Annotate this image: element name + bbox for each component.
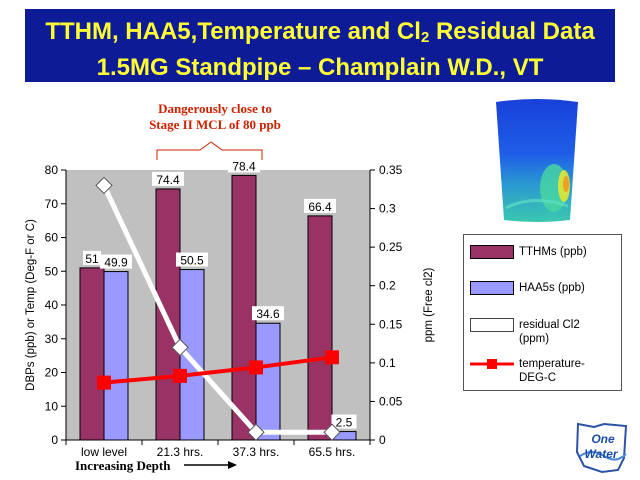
- legend-swatch-residual: [470, 318, 514, 332]
- legend-item-temperature: temperature-DEG-C: [470, 357, 607, 385]
- y-tick-label-right: 0.2: [379, 279, 396, 293]
- svg-text:Water: Water: [584, 447, 618, 461]
- legend: TTHMs (ppb) HAA5s (ppb) residual Cl2 (pp…: [463, 234, 622, 391]
- y-tick-label-left: 10: [45, 399, 59, 413]
- title-line-2: 1.5MG Standpipe – Champlain W.D., VT: [96, 54, 544, 81]
- data-label-bg-haa5: [331, 414, 357, 429]
- data-label-haa5: 50.5: [180, 254, 204, 268]
- data-label-tthm: 51: [85, 252, 99, 266]
- bar-haa5: [103, 271, 129, 441]
- y-tick-label-right: 0.35: [379, 163, 403, 177]
- bar-haa5: [255, 322, 281, 441]
- annotation-bracket: [156, 141, 263, 160]
- standpipe-model-image: [496, 99, 578, 222]
- data-label-tthm: 78.4: [232, 159, 256, 173]
- point-temperature: [249, 360, 263, 375]
- x-tick-label: 21.3 hrs.: [157, 445, 204, 459]
- data-label-bg-tthm: [304, 198, 336, 213]
- chart: 0 10 20 30 40 50 60 70 80 0 0.05 0.1 0.15 0.2 0.25 0.3 0…: [25, 141, 435, 459]
- y-tick-label-left: 60: [45, 231, 59, 245]
- depth-arrow-icon: [184, 461, 237, 469]
- y-tick-label-right: 0.25: [379, 240, 403, 254]
- increasing-depth-label: Increasing Depth: [75, 458, 171, 473]
- data-label-bg-tthm: [152, 171, 184, 186]
- data-label-tthm: 66.4: [308, 200, 332, 214]
- data-label-tthm: 74.4: [156, 173, 180, 187]
- data-label-haa5: 2.5: [336, 416, 353, 430]
- point-temperature: [97, 375, 111, 390]
- y-tick-label-right: 0: [379, 433, 386, 447]
- title-banner: TTHM, HAA5,Temperature and Cl2 Residual …: [25, 9, 615, 82]
- y-tick-label-left: 70: [45, 197, 59, 211]
- x-tick-label: 37.3 hrs.: [233, 445, 280, 459]
- y-axis-title-left: DBPs (ppb) or Temp (Deg-F or C): [25, 219, 37, 391]
- point-residual-cl2: [95, 176, 113, 195]
- svg-text:One: One: [591, 432, 615, 446]
- x-tick-label: low level: [81, 445, 127, 459]
- line-temperature: [103, 355, 333, 385]
- y-tick-label-right: 0.05: [379, 394, 403, 408]
- bar-tthm: [155, 188, 181, 441]
- data-label-bg-tthm: [228, 158, 260, 173]
- y-tick-label-right: 0.15: [379, 317, 403, 331]
- y-tick-label-right: 0.3: [379, 202, 396, 216]
- data-label-bg-haa5: [176, 252, 208, 267]
- y-tick-label-right: 0.1: [379, 356, 396, 370]
- bar-tthm: [307, 215, 333, 441]
- data-label-haa5: 49.9: [104, 256, 128, 270]
- bar-tthm: [79, 267, 105, 441]
- y-tick-label-left: 40: [45, 298, 59, 312]
- data-label-bg-haa5: [100, 254, 132, 269]
- legend-swatch-temperature: [470, 359, 514, 369]
- mcl-annotation: Dangerously close to Stage II MCL of 80 …: [149, 101, 281, 132]
- title-line-1: TTHM, HAA5,Temperature and Cl2 Residual …: [45, 18, 595, 46]
- y-axis-title-right: ppm (Free cl2): [423, 267, 435, 342]
- legend-item-tthm: TTHMs (ppb): [470, 245, 587, 259]
- data-label-bg-haa5: [252, 306, 284, 321]
- y-tick-label-left: 20: [45, 366, 59, 380]
- point-temperature: [173, 368, 187, 383]
- legend-swatch-haa5: [470, 281, 514, 295]
- legend-item-haa5: HAA5s (ppb): [470, 281, 585, 295]
- y-tick-label-left: 0: [51, 433, 58, 447]
- legend-swatch-tthm: [470, 245, 514, 259]
- y-tick-label-left: 50: [45, 264, 59, 278]
- data-label-haa5: 34.6: [256, 307, 280, 321]
- point-residual-cl2: [323, 423, 341, 441]
- point-residual-cl2: [171, 338, 189, 357]
- y-tick-label-left: 30: [45, 332, 59, 346]
- one-water-logo: One Water: [575, 422, 628, 474]
- line-residual-cl2: [101, 184, 332, 435]
- data-label-bg-tthm: [83, 250, 101, 265]
- x-tick-label: 65.5 hrs.: [309, 445, 356, 459]
- legend-item-residual: residual Cl2 (ppm): [470, 318, 607, 346]
- point-residual-cl2: [247, 423, 265, 441]
- point-temperature: [325, 350, 339, 365]
- y-tick-label-left: 80: [45, 163, 59, 177]
